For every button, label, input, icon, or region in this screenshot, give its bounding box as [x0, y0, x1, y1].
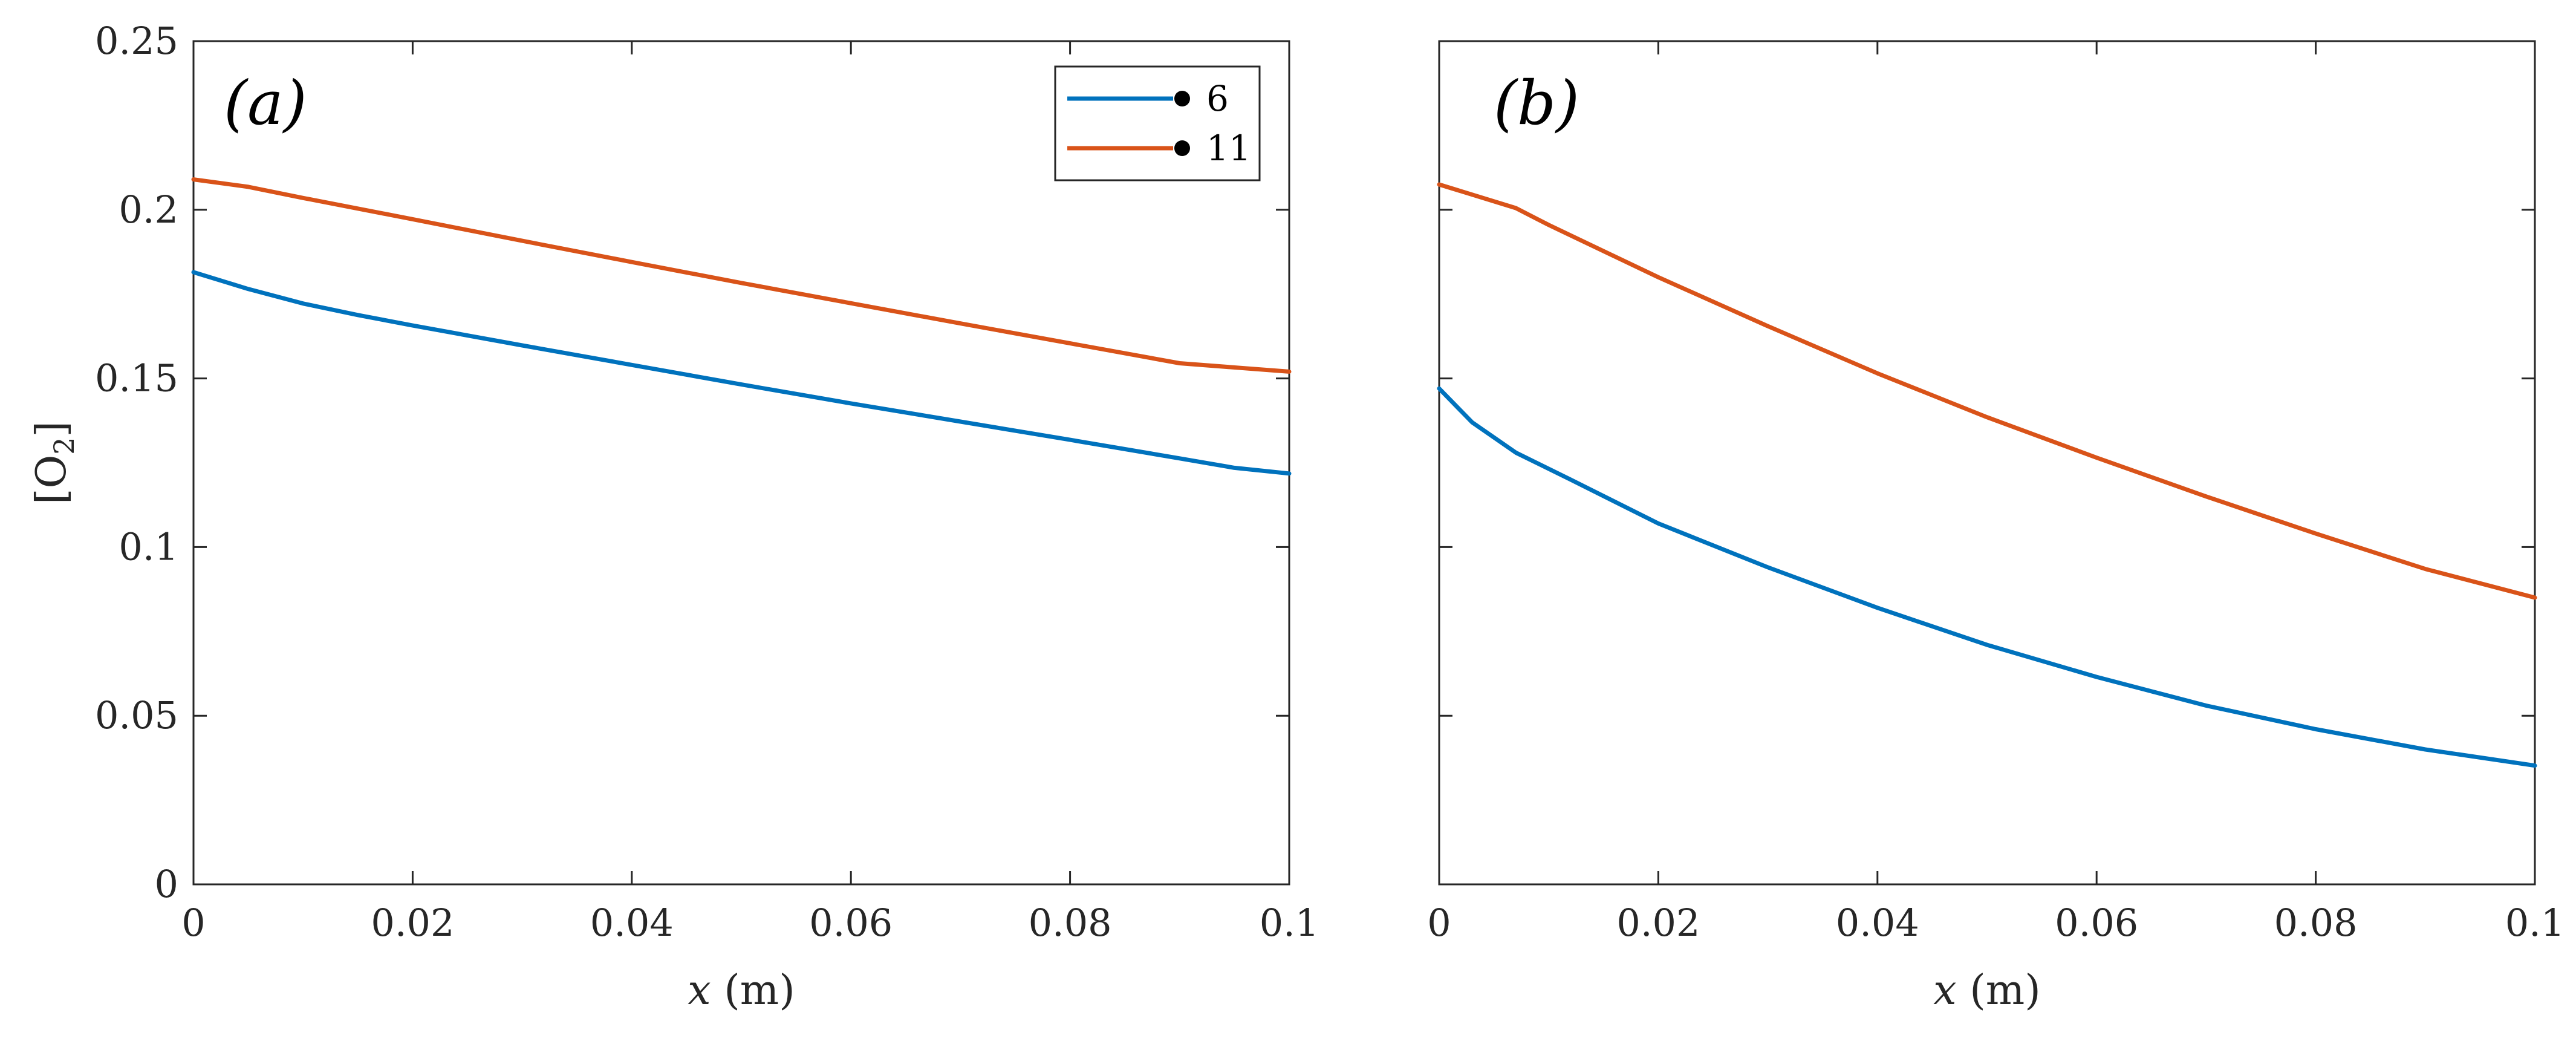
panel-a-x-axis-title: x (m)	[688, 967, 795, 1014]
panel-a-y-tick-label: 0.25	[95, 19, 178, 63]
panel-a-x-tick-label: 0	[181, 901, 205, 945]
panel-a-x-tick-label: 0.1	[1260, 901, 1319, 945]
panel-b-x-axis-title: x (m)	[1933, 967, 2041, 1014]
panel-b-frame	[1438, 40, 2536, 886]
panel-a-y-tick-label: 0.05	[95, 693, 178, 737]
panel-a-x-tick-label: 0.08	[1029, 901, 1112, 945]
legend-label-11: 11	[1206, 128, 1251, 169]
panel-a-series-6-line	[191, 270, 1292, 476]
panel-a-y-tick-label: 0.15	[95, 356, 178, 400]
panel-b-label: (b)	[1494, 68, 1579, 139]
panel-b-x-tick-label: 0.06	[2055, 901, 2138, 945]
legend-label-6: 6	[1206, 78, 1229, 119]
panel-a: (a) 0 0.02 0.04 0.06 0.08 0.1 0 0.05 0.1 0.15 0.2…	[28, 19, 1319, 1014]
panel-b-series-11-line	[1437, 182, 2537, 600]
panel-a-y-axis-title: [O2]	[28, 421, 80, 504]
panel-b-x-tick-label: 0.04	[1836, 901, 1919, 945]
panel-b-x-ticks: 0 0.02 0.04 0.06 0.08 0.1	[1427, 41, 2565, 945]
panel-b-y-ticks	[1439, 40, 2535, 886]
panel-a-x-ticks: 0 0.02 0.04 0.06 0.08 0.1	[181, 41, 1319, 945]
panel-b-series	[1437, 182, 2537, 768]
panel-a-y-ticks: 0 0.05 0.1 0.15 0.2 0.25	[95, 19, 1289, 906]
panel-a-y-tick-label: 0	[155, 862, 178, 906]
legend-marker-6	[1174, 91, 1190, 106]
panel-a-series-11-line	[191, 177, 1292, 374]
panel-b: (b) 0 0.02 0.04 0.06 0.08 0.1 x (m)	[1427, 40, 2565, 1014]
legend-box	[1054, 65, 1261, 181]
panel-b-x-tick-label: 0	[1427, 901, 1451, 945]
panel-a-y-tick-label: 0.1	[119, 524, 178, 569]
panel-a-x-tick-label: 0.04	[590, 901, 674, 945]
panel-a-x-tick-label: 0.06	[809, 901, 893, 945]
panel-a-y-tick-label: 0.2	[119, 188, 178, 232]
panel-b-x-tick-label: 0.1	[2505, 901, 2565, 945]
panel-a-series	[191, 177, 1292, 476]
panel-b-x-tick-label: 0.02	[1616, 901, 1700, 945]
panel-b-series-6-line	[1437, 386, 2537, 768]
panel-a-label: (a)	[224, 68, 307, 139]
panel-b-x-tick-label: 0.08	[2274, 901, 2358, 945]
panel-a-x-tick-label: 0.02	[371, 901, 454, 945]
legend: 6 11	[1054, 65, 1261, 181]
legend-marker-11	[1174, 140, 1190, 156]
panel-a-frame	[192, 40, 1290, 886]
